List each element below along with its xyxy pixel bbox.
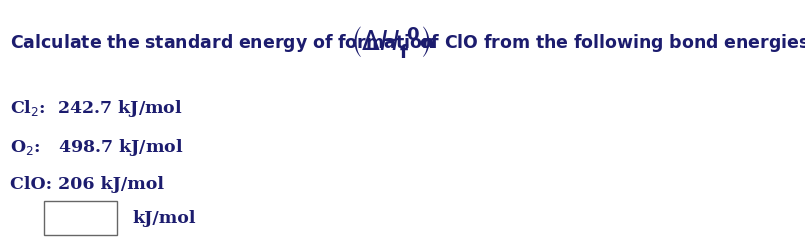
Text: Cl$_2$:  242.7 kJ/mol: Cl$_2$: 242.7 kJ/mol — [10, 98, 182, 119]
Bar — [44, 201, 117, 235]
Text: O$_2$:   498.7 kJ/mol: O$_2$: 498.7 kJ/mol — [10, 137, 183, 158]
Text: $\left( \Delta H_{\mathbf{f}}^{\mathbf{\ 0}} \right)$: $\left( \Delta H_{\mathbf{f}}^{\mathbf{\… — [350, 24, 431, 61]
Text: kJ/mol: kJ/mol — [133, 209, 196, 227]
Text: $\bf{Calculate\ the\ standard\ energy\ of\ formation}$: $\bf{Calculate\ the\ standard\ energy\ o… — [10, 32, 434, 54]
Text: $\bf{of\ ClO\ from\ the\ following\ bond\ energies.}$: $\bf{of\ ClO\ from\ the\ following\ bond… — [419, 32, 805, 54]
Text: ClO: 206 kJ/mol: ClO: 206 kJ/mol — [10, 176, 163, 193]
